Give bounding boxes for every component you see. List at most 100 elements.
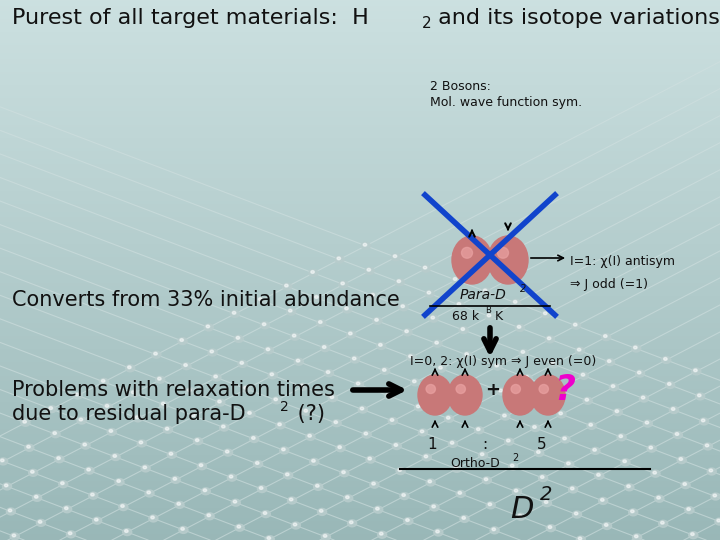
Text: :: : xyxy=(482,437,487,452)
Ellipse shape xyxy=(343,495,353,502)
Ellipse shape xyxy=(330,396,333,399)
Ellipse shape xyxy=(372,482,375,485)
Ellipse shape xyxy=(457,302,461,306)
Ellipse shape xyxy=(654,495,664,502)
Ellipse shape xyxy=(451,276,461,284)
Ellipse shape xyxy=(318,321,322,323)
Ellipse shape xyxy=(552,362,554,364)
Text: and its isotope variations: and its isotope variations xyxy=(431,8,720,28)
Ellipse shape xyxy=(75,393,78,396)
Ellipse shape xyxy=(262,323,266,326)
Ellipse shape xyxy=(516,325,524,332)
Ellipse shape xyxy=(418,429,428,436)
Ellipse shape xyxy=(314,483,323,490)
Ellipse shape xyxy=(9,509,12,512)
Ellipse shape xyxy=(575,347,585,354)
Ellipse shape xyxy=(438,366,442,369)
Ellipse shape xyxy=(405,330,408,333)
Ellipse shape xyxy=(415,404,423,411)
Ellipse shape xyxy=(675,433,679,435)
Ellipse shape xyxy=(343,306,352,313)
Ellipse shape xyxy=(541,476,544,478)
Ellipse shape xyxy=(482,477,491,484)
Ellipse shape xyxy=(253,461,263,468)
Ellipse shape xyxy=(51,431,60,438)
Ellipse shape xyxy=(636,370,644,377)
Ellipse shape xyxy=(546,525,555,532)
Ellipse shape xyxy=(665,381,675,388)
Ellipse shape xyxy=(312,294,322,301)
Text: Para-D: Para-D xyxy=(460,288,507,302)
Ellipse shape xyxy=(547,337,551,340)
Ellipse shape xyxy=(293,523,297,526)
Ellipse shape xyxy=(259,487,263,489)
Ellipse shape xyxy=(517,326,521,328)
Ellipse shape xyxy=(66,531,76,538)
Ellipse shape xyxy=(89,492,98,499)
Ellipse shape xyxy=(485,313,495,320)
Text: ?: ? xyxy=(554,373,575,407)
Ellipse shape xyxy=(73,392,82,399)
Ellipse shape xyxy=(535,450,544,456)
Text: Ortho-D: Ortho-D xyxy=(450,457,500,470)
Ellipse shape xyxy=(488,503,492,505)
Ellipse shape xyxy=(382,368,386,372)
Ellipse shape xyxy=(38,521,42,523)
Ellipse shape xyxy=(237,525,240,528)
Ellipse shape xyxy=(521,350,525,353)
Ellipse shape xyxy=(548,526,552,529)
Ellipse shape xyxy=(423,266,427,269)
Ellipse shape xyxy=(27,446,30,448)
Ellipse shape xyxy=(323,535,327,537)
Ellipse shape xyxy=(443,392,446,394)
Ellipse shape xyxy=(394,443,397,447)
Ellipse shape xyxy=(581,373,585,376)
Ellipse shape xyxy=(472,403,476,406)
Ellipse shape xyxy=(109,429,112,433)
Ellipse shape xyxy=(284,284,288,287)
Ellipse shape xyxy=(452,236,492,284)
Ellipse shape xyxy=(430,504,439,511)
Ellipse shape xyxy=(541,311,551,318)
Ellipse shape xyxy=(289,309,292,312)
Ellipse shape xyxy=(287,497,297,504)
Ellipse shape xyxy=(629,509,638,516)
Ellipse shape xyxy=(692,368,701,375)
Ellipse shape xyxy=(519,349,528,356)
Ellipse shape xyxy=(498,247,508,258)
Ellipse shape xyxy=(426,479,435,486)
Ellipse shape xyxy=(87,468,90,471)
Ellipse shape xyxy=(353,357,356,360)
Ellipse shape xyxy=(549,361,558,368)
Ellipse shape xyxy=(186,388,195,395)
Ellipse shape xyxy=(83,443,86,446)
Ellipse shape xyxy=(57,457,60,460)
Ellipse shape xyxy=(283,283,292,290)
Ellipse shape xyxy=(600,498,604,501)
Ellipse shape xyxy=(166,427,169,430)
Ellipse shape xyxy=(102,380,105,382)
Ellipse shape xyxy=(214,375,217,378)
Ellipse shape xyxy=(107,428,117,435)
Ellipse shape xyxy=(469,377,472,381)
Ellipse shape xyxy=(65,507,68,510)
Ellipse shape xyxy=(197,463,207,470)
Ellipse shape xyxy=(613,409,622,416)
Text: ⇒ J odd (=1): ⇒ J odd (=1) xyxy=(570,278,648,291)
Ellipse shape xyxy=(47,406,56,413)
Ellipse shape xyxy=(645,421,649,424)
Ellipse shape xyxy=(320,345,330,352)
Ellipse shape xyxy=(230,310,240,318)
Ellipse shape xyxy=(160,401,168,408)
Ellipse shape xyxy=(217,400,221,403)
Ellipse shape xyxy=(431,316,434,319)
Ellipse shape xyxy=(246,410,255,417)
Ellipse shape xyxy=(361,242,370,249)
Ellipse shape xyxy=(709,469,713,472)
Ellipse shape xyxy=(133,415,143,422)
Ellipse shape xyxy=(210,350,214,353)
Ellipse shape xyxy=(572,511,582,518)
Ellipse shape xyxy=(527,400,536,407)
Ellipse shape xyxy=(539,475,548,482)
Ellipse shape xyxy=(388,417,397,424)
